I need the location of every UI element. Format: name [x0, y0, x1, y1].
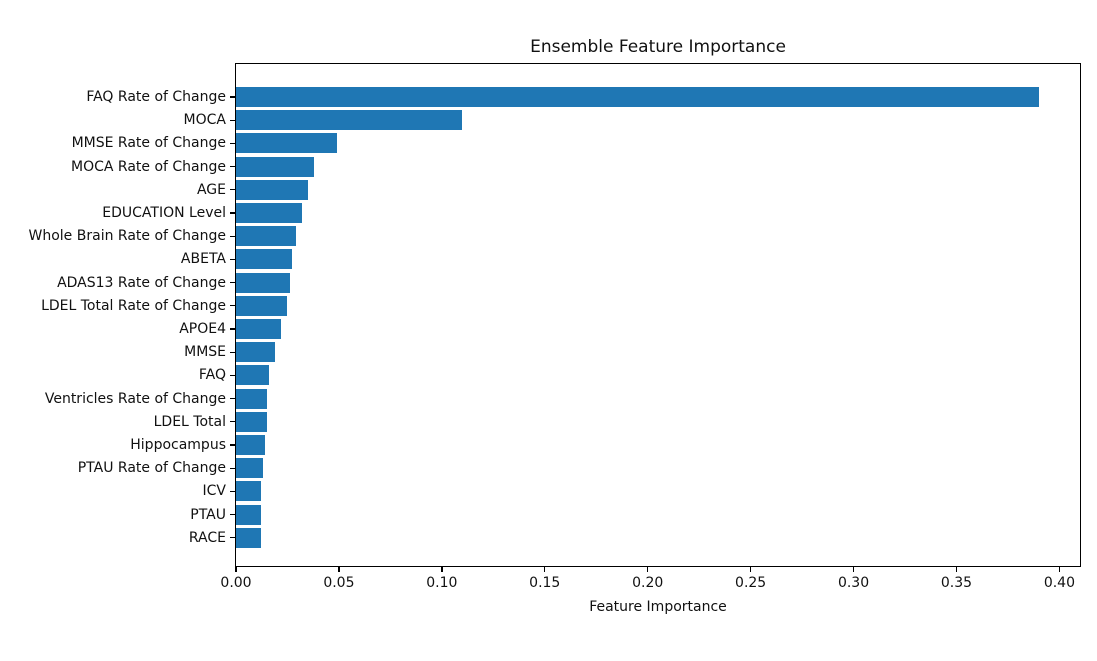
x-tick-label: 0.05 — [323, 575, 355, 591]
bar — [236, 458, 263, 479]
y-tick-label: MOCA — [183, 112, 226, 129]
y-tick-mark — [230, 142, 235, 145]
plot-area: FAQ Rate of Change MOCA MMSE Rate of Chang… — [29, 63, 1081, 591]
y-tick-label: MMSE — [184, 344, 226, 361]
bar — [236, 411, 267, 432]
y-tick-mark — [230, 328, 235, 330]
y-tick-label: FAQ Rate of Change — [86, 89, 226, 105]
bar — [236, 226, 296, 247]
y-tick-mark — [230, 397, 235, 400]
x-tick-label: 0.30 — [837, 575, 870, 591]
chart-title: Ensemble Feature Importance — [530, 37, 786, 57]
x-tick-mark — [235, 567, 237, 572]
y-tick-label: LDEL Total Rate of Change — [41, 297, 226, 314]
bar — [236, 133, 337, 154]
bar — [236, 504, 261, 525]
y-tick-mark — [230, 421, 235, 423]
y-tick-label: AGE — [196, 181, 226, 198]
bar — [236, 342, 275, 363]
bar — [236, 388, 267, 409]
y-tick-label: ADAS13 Rate of Change — [57, 274, 226, 291]
y-tick-label: Ventricles Rate of Change — [44, 390, 226, 407]
y-tick-mark — [230, 189, 235, 191]
y-tick-label: Whole Brain Rate of Change — [28, 228, 226, 245]
y-tick-mark — [230, 374, 235, 377]
x-tick-label: 0.40 — [1043, 575, 1075, 591]
y-tick-mark — [230, 490, 235, 493]
bar — [236, 295, 287, 316]
y-tick-mark — [230, 96, 235, 98]
x-tick-label: 0.25 — [735, 575, 767, 591]
y-tick-mark — [230, 467, 235, 469]
y-tick-label: APOE4 — [179, 321, 226, 337]
y-tick-mark — [230, 212, 235, 214]
bar — [236, 179, 308, 200]
x-tick-label: 0.15 — [529, 575, 561, 591]
y-tick-mark — [230, 537, 235, 539]
y-tick-label: ICV — [202, 483, 226, 500]
y-tick-label: PTAU — [190, 506, 226, 523]
y-tick-mark — [230, 281, 235, 284]
x-tick-mark — [749, 567, 752, 572]
y-tick-label: FAQ — [198, 367, 226, 384]
y-tick-mark — [230, 351, 235, 353]
x-tick-label: 0.00 — [220, 575, 252, 591]
x-tick-mark — [441, 567, 443, 572]
y-tick-label: Hippocampus — [130, 437, 226, 453]
x-axis-label: Feature Importance — [589, 599, 727, 615]
x-tick-label: 0.20 — [632, 575, 664, 591]
bar — [236, 435, 265, 455]
y-tick-label: EDUCATION Level — [102, 205, 226, 221]
x-tick-mark — [647, 567, 649, 572]
bar — [236, 203, 302, 223]
y-tick-label: MOCA Rate of Change — [71, 158, 226, 175]
y-tick-mark — [230, 305, 235, 307]
y-tick-label: RACE — [188, 529, 226, 546]
x-tick-mark — [955, 567, 958, 572]
y-tick-mark — [230, 258, 235, 261]
bar — [236, 365, 269, 386]
bar — [236, 319, 281, 339]
bar — [236, 272, 290, 293]
y-tick-mark — [230, 235, 235, 237]
bar — [236, 481, 261, 502]
x-tick-label: 0.35 — [940, 575, 973, 591]
y-tick-label: PTAU Rate of Change — [77, 460, 226, 477]
y-tick-mark — [230, 119, 235, 121]
y-tick-mark — [230, 444, 235, 446]
x-tick-mark — [338, 567, 340, 572]
y-tick-label: ABETA — [180, 251, 226, 268]
bar — [236, 527, 261, 548]
bar — [236, 110, 462, 131]
x-tick-mark — [852, 567, 855, 572]
bar — [236, 87, 1039, 107]
y-tick-label: LDEL Total — [153, 413, 226, 430]
bar — [236, 249, 292, 270]
x-tick-mark — [544, 567, 546, 572]
y-tick-mark — [230, 513, 235, 516]
y-tick-label: MMSE Rate of Change — [71, 135, 226, 152]
y-tick-mark — [230, 165, 235, 168]
x-tick-mark — [1058, 567, 1061, 572]
bar — [236, 156, 314, 177]
x-tick-label: 0.10 — [426, 575, 458, 591]
